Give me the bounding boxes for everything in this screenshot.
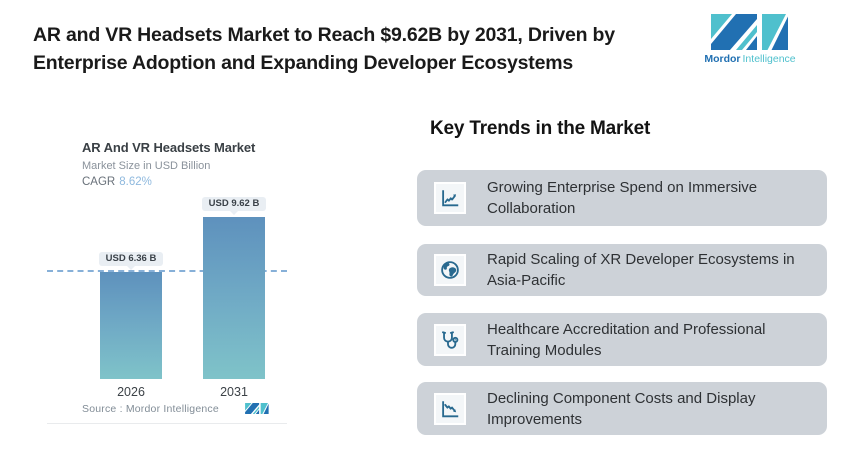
x-axis-tick-label: 2031 [220,385,248,399]
trend-text: Declining Component Costs and Display Im… [487,389,756,428]
globe-icon [434,254,466,286]
page-title-line2: Enterprise Adoption and Expanding Develo… [33,51,574,74]
reference-dashed-line [47,270,287,272]
x-axis-tick-label: 2026 [117,385,145,399]
cagr-label: CAGR [82,176,116,188]
page-title-line1: AR and VR Headsets Market to Reach $9.62… [33,24,615,46]
stethoscope-icon [434,323,466,356]
mordor-mini-logo-icon [245,403,269,414]
trend-text: Rapid Scaling of XR Developer Ecosystems… [487,251,795,289]
bar-2026 [100,272,162,379]
mordor-intelligence-logo: Mordor Intelligence [700,14,800,65]
source-note: Source : Mordor Intelligence [82,403,219,415]
cagr-value: 8.62% [119,176,152,188]
line-chart-up-icon [434,182,466,214]
trend-chip-component-costs: Declining Component Costs and Display Im… [417,382,827,435]
bar-2031 [203,217,265,379]
trend-chip-xr-ecosystems: Rapid Scaling of XR Developer Ecosystems… [417,244,827,296]
brand-name-light: Intelligence [742,53,796,65]
brand-name-bold: Mordor [704,53,741,65]
chart-title: AR And VR Headsets Market [82,140,256,155]
market-chart-card: AR And VR Headsets Market Market Size in… [40,115,296,427]
bar-value-label: USD 6.36 B [99,252,163,270]
trend-text: Healthcare Accreditation and Professiona… [487,320,766,359]
trend-text: Growing Enterprise Spend on Immersive Co… [487,179,758,217]
mordor-logo-mark-icon [711,14,788,50]
bar-value-label: USD 9.62 B [202,197,266,215]
card-bottom-divider [47,423,287,424]
brand-text: Mordor Intelligence [700,53,800,65]
trend-chip-healthcare: Healthcare Accreditation and Professiona… [417,313,827,366]
line-chart-down-icon [434,392,466,425]
trends-heading: Key Trends in the Market [430,118,651,139]
cagr-row: CAGR 8.62% [82,176,152,188]
page-title: AR and VR Headsets Market to Reach $9.62… [33,22,713,77]
trend-chip-enterprise-spend: Growing Enterprise Spend on Immersive Co… [417,170,827,226]
chart-subtitle: Market Size in USD Billion [82,160,211,172]
